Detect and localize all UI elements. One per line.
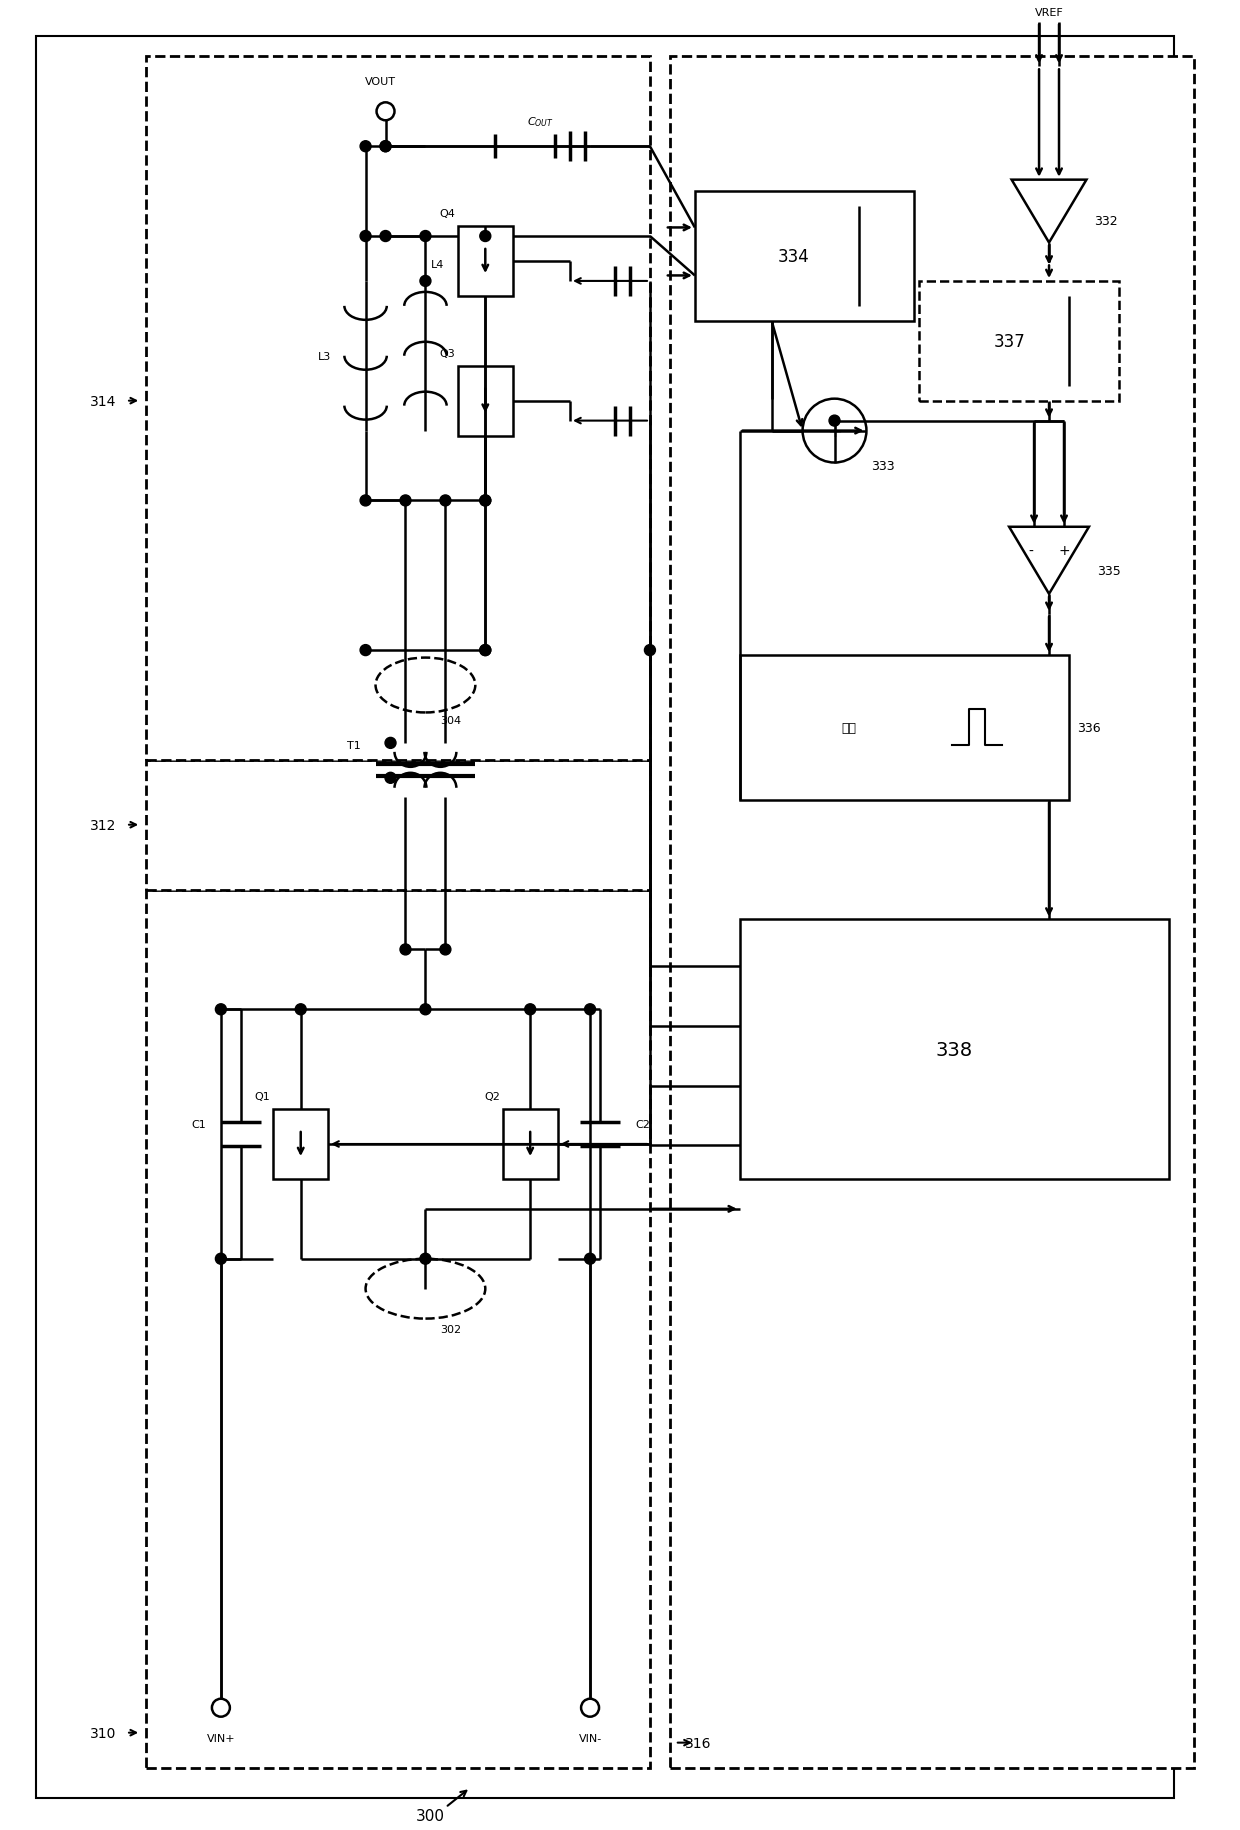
Circle shape [584, 1254, 595, 1265]
Text: 314: 314 [89, 395, 117, 408]
Text: Q3: Q3 [439, 348, 455, 359]
Bar [146, 889, 650, 1768]
Text: VOUT: VOUT [365, 77, 396, 88]
Circle shape [360, 141, 371, 152]
Text: C2: C2 [635, 1120, 650, 1129]
Bar [670, 57, 1194, 1768]
Circle shape [480, 231, 491, 242]
Circle shape [480, 646, 491, 657]
Text: 304: 304 [440, 716, 461, 725]
Text: Q2: Q2 [484, 1091, 500, 1102]
Text: 334: 334 [777, 247, 810, 265]
Text: 336: 336 [1078, 721, 1101, 734]
Circle shape [386, 737, 396, 748]
Circle shape [401, 944, 410, 955]
Circle shape [440, 944, 451, 955]
Circle shape [480, 496, 491, 507]
Bar [740, 920, 1169, 1179]
Bar [458, 227, 513, 296]
Bar [273, 1109, 329, 1179]
Circle shape [295, 1005, 306, 1016]
Circle shape [584, 1005, 595, 1016]
Circle shape [420, 1254, 432, 1265]
Bar [146, 761, 650, 889]
Bar [694, 192, 914, 322]
Text: 312: 312 [89, 818, 117, 833]
Text: VREF: VREF [1034, 7, 1064, 18]
Bar [458, 366, 513, 436]
Text: +: + [827, 423, 842, 441]
Circle shape [480, 646, 491, 657]
Circle shape [480, 496, 491, 507]
Text: 脉冲: 脉冲 [841, 721, 856, 734]
Circle shape [379, 141, 391, 152]
Text: 333: 333 [872, 459, 895, 472]
Text: L4: L4 [430, 260, 444, 269]
Text: 300: 300 [415, 1808, 445, 1823]
Bar [919, 282, 1118, 401]
Text: VIN+: VIN+ [207, 1733, 236, 1742]
Text: -: - [1029, 544, 1039, 558]
Text: 302: 302 [440, 1323, 461, 1334]
Circle shape [401, 496, 410, 507]
Circle shape [379, 141, 391, 152]
Text: L3: L3 [317, 351, 331, 362]
Text: Q4: Q4 [439, 209, 455, 220]
Circle shape [420, 231, 432, 242]
Circle shape [525, 1005, 536, 1016]
Circle shape [360, 496, 371, 507]
Text: +: + [1058, 544, 1070, 558]
Bar [502, 1109, 558, 1179]
Text: 316: 316 [684, 1735, 712, 1749]
Text: 338: 338 [936, 1039, 973, 1060]
Text: 337: 337 [993, 333, 1025, 351]
Circle shape [420, 276, 432, 287]
Circle shape [420, 1005, 432, 1016]
Circle shape [645, 646, 656, 657]
Text: C1: C1 [191, 1120, 206, 1129]
Text: Q1: Q1 [254, 1091, 270, 1102]
Text: T1: T1 [347, 741, 361, 750]
Circle shape [440, 496, 451, 507]
Circle shape [830, 415, 839, 426]
Bar [740, 655, 1069, 800]
Text: $C_{OUT}$: $C_{OUT}$ [527, 115, 553, 130]
Text: 310: 310 [89, 1726, 117, 1740]
Circle shape [379, 231, 391, 242]
Circle shape [386, 772, 396, 783]
Circle shape [360, 231, 371, 242]
Text: VIN-: VIN- [578, 1733, 601, 1742]
Bar [146, 57, 650, 761]
Text: 335: 335 [1097, 564, 1121, 578]
Circle shape [360, 646, 371, 657]
Circle shape [216, 1005, 227, 1016]
Circle shape [216, 1254, 227, 1265]
Text: 332: 332 [1095, 214, 1118, 229]
